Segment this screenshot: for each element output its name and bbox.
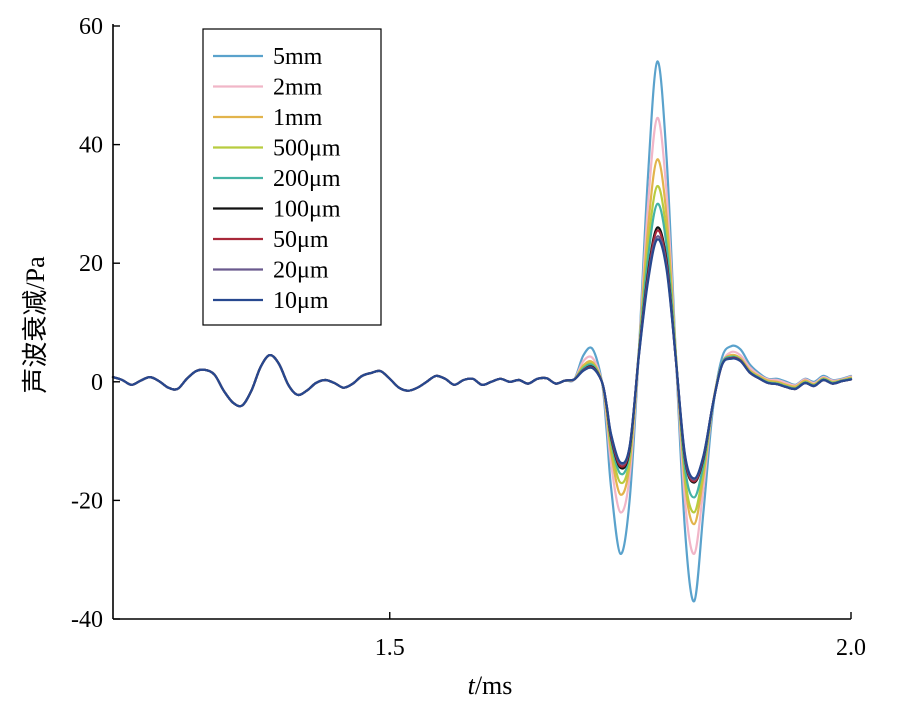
legend-label: 2mm	[273, 75, 323, 101]
legend-label: 20μm	[273, 258, 329, 284]
legend-label: 10μm	[273, 288, 329, 314]
y-tick-label: 40	[79, 133, 103, 159]
x-tick-label: 1.5	[375, 635, 405, 661]
x-axis-label-unit: /ms	[475, 671, 513, 700]
x-tick-label: 2.0	[836, 635, 866, 661]
legend-label: 50μm	[273, 227, 329, 253]
legend-label: 5mm	[273, 44, 323, 70]
series-layer	[111, 60, 853, 603]
axes-layer	[112, 24, 851, 620]
legend-label: 200μm	[273, 166, 341, 192]
series-line-10μm	[111, 238, 853, 480]
y-tick-label: -20	[71, 488, 103, 514]
x-axis-label-variable: t	[468, 671, 476, 700]
legend-label: 500μm	[273, 136, 341, 162]
y-tick-label: 60	[79, 14, 103, 40]
x-axis-label: t/ms	[468, 671, 513, 700]
y-tick-label: -40	[71, 607, 103, 633]
y-axis-label: 声波衰减/Pa	[21, 256, 50, 394]
ticks-layer: 60 40 20 0 -20 -40 1.5 2.0	[71, 14, 866, 661]
legend-label: 1mm	[273, 105, 323, 131]
y-tick-label: 20	[79, 251, 103, 277]
legend-label: 100μm	[273, 197, 341, 223]
legend-items: 5mm 2mm 1mm 500μm 200μm 100μm 50μm 20μm 10μm	[213, 44, 341, 314]
y-tick-label: 0	[91, 370, 103, 396]
legend: 5mm 2mm 1mm 500μm 200μm 100μm 50μm 20μm 10μm	[202, 28, 382, 326]
